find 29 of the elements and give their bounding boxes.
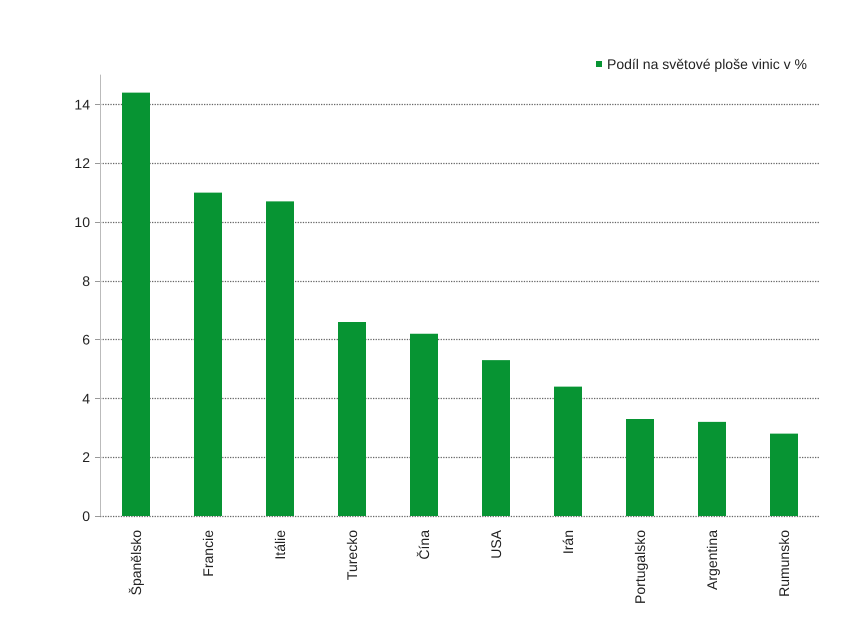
legend-label: Podíl na světové ploše vinic v % [607, 56, 808, 72]
x-tick-label: Rumunsko [776, 530, 792, 597]
y-tick-label: 0 [82, 508, 90, 524]
y-tick-label: 6 [82, 332, 90, 348]
bar [554, 386, 582, 516]
bar [626, 418, 654, 516]
y-tick-label: 14 [74, 96, 90, 112]
x-tick-label: Španělsko [128, 530, 144, 596]
x-tick-label: Francie [200, 530, 216, 577]
bar [698, 422, 726, 516]
y-tick-label: 8 [82, 272, 90, 289]
x-tick-label: Turecko [344, 530, 360, 580]
bar [338, 322, 366, 516]
y-tick-label: 2 [82, 449, 90, 466]
bar [266, 201, 294, 516]
bar [482, 360, 510, 516]
y-tick-label: 4 [82, 390, 90, 406]
bar [194, 192, 222, 516]
x-tick-label: Čína [416, 530, 432, 560]
x-tick-label: Portugalsko [632, 530, 648, 604]
x-tick-label: Itálie [272, 530, 288, 560]
bar [770, 434, 798, 516]
bar [410, 334, 438, 516]
x-tick-label: USA [488, 529, 504, 559]
x-tick-label: Irán [560, 530, 576, 554]
x-tick-label: Argentina [704, 530, 720, 590]
y-tick-label: 12 [74, 155, 90, 172]
bar [122, 92, 150, 516]
y-tick-label: 10 [74, 214, 90, 230]
